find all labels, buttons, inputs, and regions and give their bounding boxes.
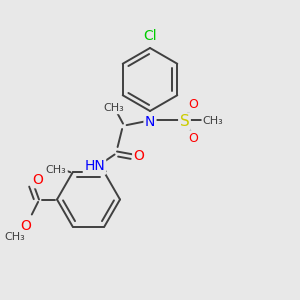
Text: CH₃: CH₃	[202, 116, 224, 126]
Text: S: S	[180, 114, 189, 129]
Text: HN: HN	[84, 160, 105, 173]
Text: Cl: Cl	[143, 29, 157, 43]
Text: O: O	[20, 220, 31, 233]
Text: CH₃: CH₃	[46, 165, 67, 175]
Text: O: O	[189, 98, 198, 112]
Text: CH₃: CH₃	[103, 103, 124, 113]
Text: CH₃: CH₃	[4, 232, 26, 242]
Text: O: O	[32, 173, 43, 187]
Text: N: N	[145, 115, 155, 128]
Text: O: O	[189, 131, 198, 145]
Text: O: O	[134, 149, 144, 163]
